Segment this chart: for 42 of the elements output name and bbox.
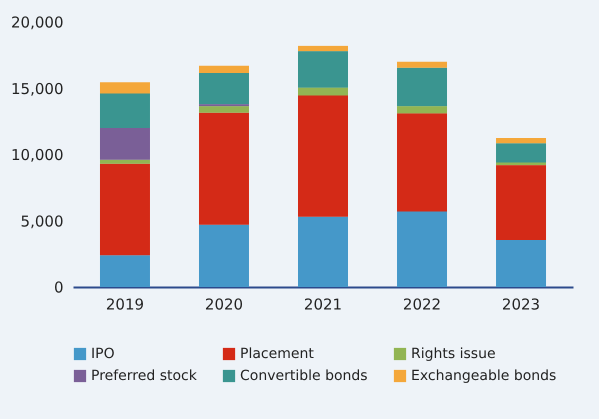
bar <box>100 128 150 160</box>
bar <box>397 106 448 114</box>
bar <box>298 51 348 88</box>
legend-label: Preferred stock <box>91 368 198 384</box>
bar <box>298 96 348 217</box>
bar <box>100 160 150 164</box>
bar <box>496 138 546 144</box>
bar <box>397 113 448 212</box>
legend-label: Placement <box>240 346 314 362</box>
bar <box>397 62 448 68</box>
bar <box>496 143 546 162</box>
bar <box>298 216 348 287</box>
bar <box>100 94 150 128</box>
bar <box>198 66 249 74</box>
legend-label: IPO <box>91 346 115 362</box>
legend-label: Rights issue <box>411 346 496 362</box>
bar <box>198 112 249 225</box>
x-tick-label: 2021 <box>304 296 342 314</box>
y-tick-label: 10,000 <box>11 146 64 164</box>
y-tick-label: 5,000 <box>20 212 64 230</box>
bar <box>198 73 249 104</box>
bar <box>100 82 150 94</box>
bar <box>397 68 448 106</box>
x-tick-label: 2022 <box>402 296 442 314</box>
bar <box>496 165 546 240</box>
legend-label: Exchangeable bonds <box>411 368 556 384</box>
bar <box>298 46 348 52</box>
y-tick-label: 0 <box>54 278 64 296</box>
legend-label: Convertible bonds <box>240 368 368 384</box>
bar <box>496 240 546 287</box>
bar <box>100 255 150 287</box>
bar <box>100 164 150 256</box>
y-tick-label: 20,000 <box>11 14 64 32</box>
bar <box>198 106 249 113</box>
bar <box>496 162 546 166</box>
bar <box>298 88 348 96</box>
x-tick-label: 2019 <box>106 296 144 314</box>
x-tick-label: 2023 <box>502 296 540 314</box>
bar <box>198 224 249 287</box>
y-tick-label: 15,000 <box>11 80 64 98</box>
x-tick-label: 2020 <box>204 296 244 314</box>
bar <box>397 211 448 287</box>
